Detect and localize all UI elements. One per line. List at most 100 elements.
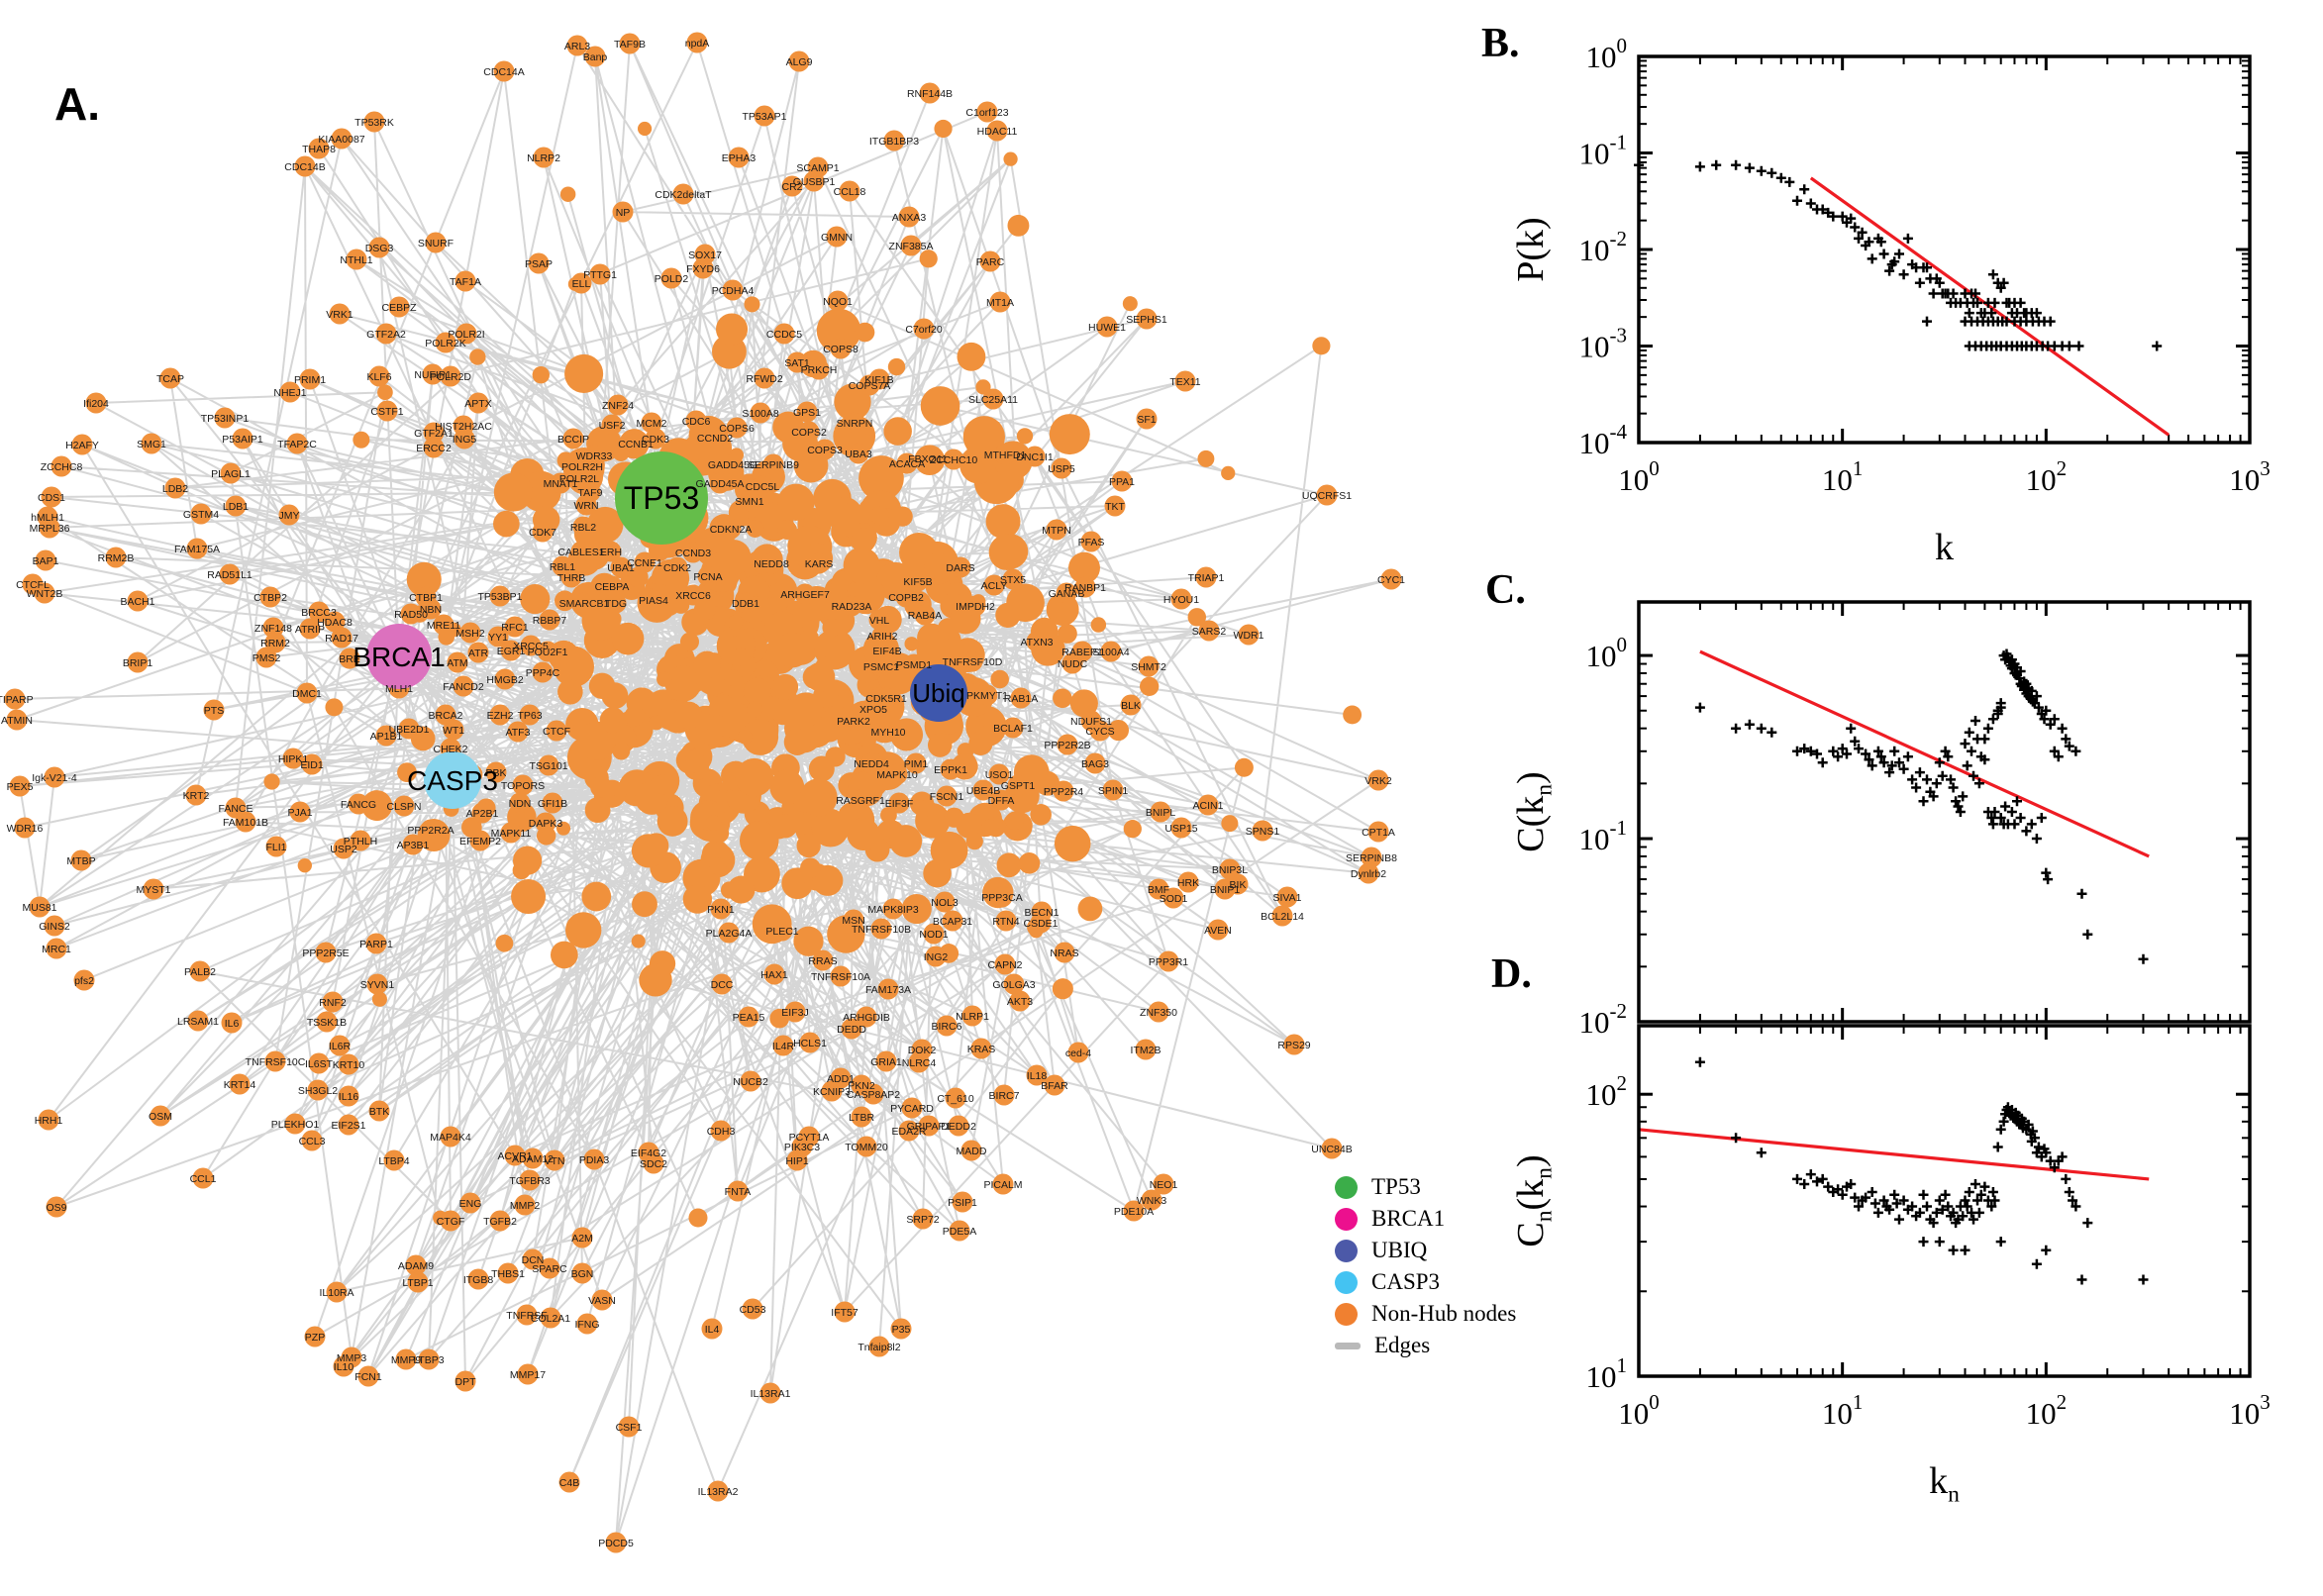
network-node-label: CPT1A — [1362, 827, 1395, 839]
network-node — [279, 381, 301, 403]
network-node — [539, 1257, 560, 1279]
network-node — [631, 834, 666, 868]
network-node — [375, 725, 397, 747]
network-node — [613, 445, 630, 462]
network-node-label: PPA1 — [1109, 476, 1135, 488]
network-node-label: PDCD5 — [598, 1538, 634, 1549]
network-node-label: PPP2R2A — [407, 825, 454, 837]
network-node-label: MCM2 — [637, 418, 667, 430]
network-node-label: FLI1 — [265, 842, 286, 853]
network-node-label: S100A4 — [1092, 647, 1130, 658]
network-node — [624, 705, 646, 727]
network-node — [348, 793, 369, 815]
svg-text:102: 102 — [2026, 456, 2068, 497]
network-node — [1007, 774, 1029, 796]
network-node — [366, 973, 388, 995]
network-node-label: MAPK10 — [876, 769, 918, 781]
network-node — [558, 1471, 580, 1493]
network-node — [338, 1085, 359, 1107]
network-node — [649, 715, 664, 731]
network-node-label: IFT57 — [831, 1307, 858, 1319]
network-node-label: TNFRSF10B — [852, 924, 911, 936]
network-node — [1234, 757, 1254, 777]
network-node-label: POLR2I — [448, 329, 484, 341]
network-node — [601, 575, 623, 597]
network-node — [301, 753, 323, 775]
network-node — [516, 1304, 538, 1326]
network-node-label: ING5 — [453, 434, 477, 446]
network-node — [883, 130, 905, 151]
network-node — [1195, 566, 1217, 588]
network-node — [907, 570, 929, 592]
network-node — [1030, 912, 1052, 934]
network-node — [420, 819, 442, 841]
network-node-label: CDC6 — [682, 416, 711, 428]
network-node-label: NLRP1 — [956, 1011, 989, 1023]
network-node — [41, 486, 62, 508]
network-node-label: ADAM12 — [512, 1153, 554, 1165]
network-node — [710, 898, 732, 920]
network-node-label: ERH — [600, 547, 622, 558]
network-node — [772, 673, 799, 700]
network-node-label: PPP2R4 — [1044, 786, 1083, 798]
network-node-label: NEDD4 — [854, 758, 889, 770]
network-node-label: ARIH2 — [867, 631, 898, 643]
network-node-label: RANBP1 — [1064, 582, 1106, 594]
network-node-label: KIAA0087 — [318, 134, 364, 146]
network-node-label: BLK — [1121, 700, 1141, 712]
network-node-label: LDB2 — [162, 483, 188, 495]
network-node — [912, 1208, 934, 1230]
network-node — [493, 472, 534, 512]
network-node-label: GANAB — [1049, 588, 1085, 600]
network-node-label: FCN1 — [354, 1371, 382, 1383]
network-node — [219, 563, 241, 585]
network-node-label: RPS29 — [1277, 1040, 1310, 1051]
network-node — [346, 249, 367, 270]
network-node — [1080, 531, 1102, 552]
network-node — [1100, 641, 1122, 662]
network-node-label: PLEKHO1 — [271, 1119, 320, 1131]
network-node-label: TNFRSF10A — [811, 971, 870, 983]
network-node — [1312, 337, 1331, 355]
network-node — [761, 696, 783, 718]
network-node — [383, 1149, 405, 1171]
network-node-label: WDR33 — [576, 450, 613, 462]
network-node — [539, 609, 560, 631]
network-node-label: PPP4C — [526, 667, 560, 679]
network-node-label: LTBP4 — [378, 1155, 409, 1167]
network-node-label: NEDD8 — [754, 558, 789, 570]
network-node — [796, 401, 818, 423]
network-node — [811, 809, 850, 848]
network-node-label: ALG9 — [786, 56, 813, 68]
network-node-label: DNC1I1 — [1016, 451, 1054, 463]
network-node — [331, 128, 353, 150]
network-labeled-nodes — [4, 32, 1402, 1553]
network-node — [858, 374, 880, 396]
network-node — [1051, 457, 1072, 479]
network-node — [1026, 631, 1048, 652]
network-node-label: GRIPAP1 — [907, 1121, 952, 1133]
network-node — [368, 237, 390, 258]
network-node-label: SLC25A11 — [968, 394, 1018, 406]
network-node — [875, 1050, 897, 1072]
network-node — [522, 1147, 544, 1169]
network-node — [235, 811, 256, 833]
network-node — [308, 601, 330, 623]
log-log-plots: 100 101 102 10310010-110-210-310-4P(k)k1001… — [1510, 34, 2271, 1507]
network-node — [517, 1363, 539, 1385]
network-node-label: MRC1 — [42, 944, 71, 955]
network-node — [877, 978, 899, 1000]
network-node-label: CR2 — [781, 181, 802, 193]
network-node — [1214, 878, 1236, 900]
network-node — [46, 1196, 67, 1218]
network-node — [1120, 694, 1142, 716]
network-node-label: IL13RA1 — [751, 1388, 791, 1400]
network-node-label: AP2B1 — [466, 808, 499, 820]
network-node — [576, 1313, 598, 1335]
network-node — [923, 923, 945, 945]
network-node — [989, 291, 1011, 313]
network-node — [511, 879, 547, 915]
network-node-label: TSSK1B — [307, 1017, 347, 1029]
network-node-label: BNIP1 — [1210, 884, 1241, 896]
